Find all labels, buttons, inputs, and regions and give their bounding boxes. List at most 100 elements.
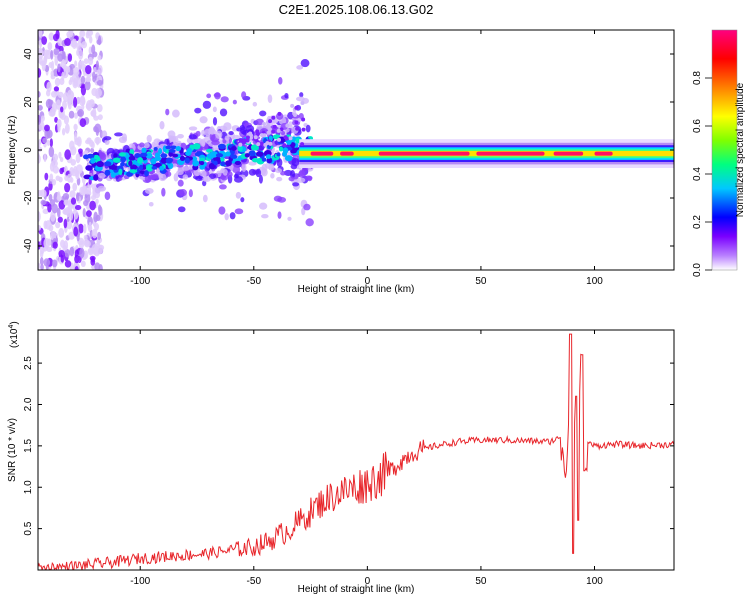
spectrogram-cell	[38, 154, 41, 164]
spectrogram-cell	[40, 115, 45, 122]
spectrogram-cell	[188, 189, 193, 198]
spectrogram-cell	[277, 196, 287, 203]
spectrogram-cell	[241, 163, 247, 172]
spectrogram-cell	[219, 184, 227, 190]
spectrogram-cell	[120, 161, 125, 167]
spectrogram-cell	[217, 143, 226, 150]
spectrogram-cell	[305, 124, 311, 133]
spectrogram-cell	[88, 221, 92, 231]
spectrogram-cell	[128, 155, 136, 161]
spectrogram-cell	[290, 164, 298, 170]
spectrogram-cell	[38, 91, 41, 98]
spectrogram-cell	[188, 134, 198, 140]
spectrogram-cell	[44, 124, 50, 132]
spectrogram-cell	[301, 117, 306, 122]
snr-series-line	[38, 333, 674, 570]
spectrogram-cell	[69, 210, 74, 221]
spectrogram-cell	[224, 213, 229, 221]
spectrogram-cell	[70, 177, 74, 183]
spectrogram-cell	[73, 226, 79, 237]
spectrogram-cell	[139, 164, 144, 170]
spectrogram-cell	[169, 135, 175, 143]
spectrogram-cell	[265, 123, 270, 128]
spectrogram-cell	[38, 30, 43, 38]
spectrogram-cell	[89, 200, 96, 211]
spectrogram-cell	[238, 138, 243, 143]
spectrogram-cell	[255, 129, 260, 134]
spectrogram-cell	[55, 99, 61, 110]
spectrogram-cell	[38, 262, 41, 270]
spectrogram-cell	[74, 112, 78, 119]
spectrogram-cell	[220, 161, 226, 167]
spectrogram-cell	[96, 160, 104, 168]
colorbar-tick-label: 0.6	[692, 119, 703, 133]
spectrogram-cell	[67, 89, 74, 101]
spectrogram-cell	[48, 193, 53, 202]
spectrogram-cell	[158, 172, 164, 179]
spectrogram-cell	[112, 157, 121, 163]
spectrogram-cell	[96, 79, 104, 86]
spectrogram-cell	[193, 169, 201, 177]
spectrogram-cell	[164, 138, 170, 145]
spectrogram-cell	[61, 127, 66, 136]
spectrogram-cell	[47, 42, 53, 51]
spectrogram-cell	[154, 156, 162, 161]
spectrogram-cell	[88, 35, 93, 44]
spectrogram-cell	[83, 223, 87, 234]
spectrogram-cell	[118, 136, 127, 144]
spectrogram-cell	[268, 119, 273, 124]
spectrogram-cell	[38, 115, 42, 125]
snr-panel: -100 -50 0 50 100 0.5 1.0 1.5 2.0 2.5 Height of …	[7, 321, 675, 595]
spectrogram-cell	[104, 138, 110, 145]
spectrogram-cell	[66, 66, 71, 73]
spectrogram-cell	[63, 208, 68, 215]
spectrogram-cell	[93, 174, 99, 181]
spectrogram-y-tick-label: 40	[23, 48, 34, 60]
spectrogram-cell	[212, 106, 217, 113]
spectrogram-cell	[301, 127, 306, 132]
spectrogram-cell	[182, 174, 189, 180]
spectrogram-y-tick-label: 0	[23, 147, 34, 153]
spectrogram-cell	[64, 149, 72, 160]
spectrogram-cell	[227, 171, 233, 178]
spectrogram-cell	[285, 123, 290, 128]
spectrogram-cell	[225, 160, 232, 167]
spectrogram-cell	[292, 113, 297, 118]
spectrogram-cell	[104, 169, 111, 176]
spectrogram-cell	[134, 152, 141, 159]
spectrogram-cell	[85, 165, 93, 171]
spectrogram-cell	[80, 75, 86, 85]
snr-x-label: Height of straight line (km)	[298, 584, 415, 595]
spectrogram-cell	[97, 55, 102, 61]
spectrogram-cell	[267, 126, 272, 131]
spectrogram-cell	[188, 165, 193, 170]
spectrogram-cell	[213, 160, 218, 166]
spectrogram-cell	[250, 144, 258, 151]
spectrogram-cell	[146, 134, 152, 143]
spectrogram-cell	[57, 53, 63, 62]
spectrogram-cell	[290, 103, 295, 108]
spectrogram-peak	[340, 151, 354, 156]
spectrogram-y-tick-label: 20	[23, 96, 34, 108]
spectrogram-cell	[206, 93, 212, 99]
spectrogram-cell	[56, 207, 61, 218]
spectrogram-cell	[245, 138, 250, 143]
spectrogram-cell	[242, 138, 247, 143]
spectrogram-cell	[83, 238, 90, 247]
spectrogram-cell	[230, 154, 238, 159]
spectrogram-cell	[43, 49, 50, 56]
snr-y-label: SNR (10 * v/v)	[7, 418, 18, 482]
colorbar-tick-label: 0.8	[692, 71, 703, 85]
spectrogram-cell	[261, 214, 269, 219]
spectrogram-cell	[46, 81, 52, 93]
spectrogram-cell	[77, 61, 83, 70]
spectrogram-cell	[277, 211, 282, 219]
spectrogram-cell	[55, 175, 61, 181]
spectrogram-cell	[259, 141, 264, 146]
spectrogram-cell	[199, 116, 208, 124]
spectrogram-cell	[276, 128, 281, 133]
spectrogram-cell	[208, 173, 217, 179]
spectrogram-y-label: Frequency (Hz)	[7, 116, 18, 185]
spectrogram-cell	[128, 160, 133, 167]
